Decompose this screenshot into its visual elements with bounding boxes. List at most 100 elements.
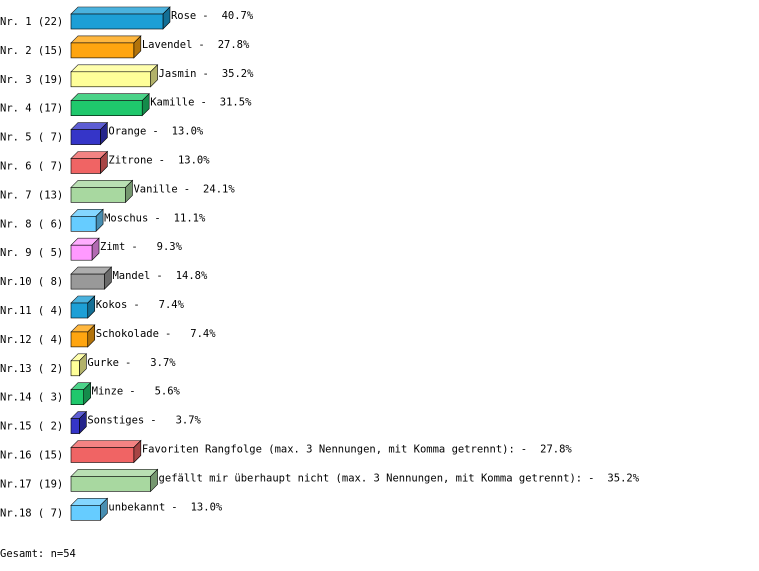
category-label: Zitrone [108, 155, 152, 167]
bar [70, 504, 101, 521]
row-label: Nr.10 ( 8) [0, 276, 63, 288]
value-label: 40.7% [222, 10, 254, 22]
row-label: Nr.15 ( 2) [0, 421, 63, 433]
category-label: gefällt mir überhaupt nicht (max. 3 Nenn… [159, 472, 583, 484]
bar-top-shade [71, 122, 108, 130]
bar-side-shade [79, 353, 87, 376]
row-label: Nr.14 ( 3) [0, 392, 63, 404]
row-label: Nr.18 ( 7) [0, 507, 63, 519]
bar-top-shade [71, 469, 158, 477]
row-label: Nr.16 (15) [0, 450, 63, 462]
bar-label: Moschus - 11.1% [104, 212, 206, 224]
bar-top-shade [71, 93, 150, 101]
category-label: Vanille [133, 183, 177, 195]
bar-side-shade [100, 498, 108, 521]
category-label: Lavendel [142, 39, 193, 51]
bar-side-shade [150, 64, 158, 87]
bar-top-shade [71, 324, 95, 332]
separator: - [200, 97, 206, 109]
separator: - [131, 241, 137, 253]
bar-side-shade [87, 324, 95, 347]
row-label: Nr. 9 ( 5) [0, 247, 63, 259]
bar-label: unbekannt - 13.0% [108, 501, 223, 513]
separator: - [165, 328, 171, 340]
bar-side-shade [96, 209, 104, 232]
bar-label: gefällt mir überhaupt nicht (max. 3 Nenn… [159, 472, 640, 484]
separator: - [202, 10, 208, 22]
value-label: 13.0% [172, 126, 204, 138]
row-label: Nr. 4 (17) [0, 103, 63, 115]
category-label: Favoriten Rangfolge (max. 3 Nennungen, m… [142, 444, 515, 456]
bar [70, 129, 101, 145]
row-label: Nr.13 ( 2) [0, 363, 63, 375]
bar-top-shade [71, 353, 87, 361]
category-label: Moschus [104, 212, 148, 224]
category-label: Gurke [87, 357, 119, 369]
bar [70, 273, 105, 290]
row-label: Nr.12 ( 4) [0, 334, 63, 346]
bar-side-shade [150, 469, 158, 492]
bar-side-shade [104, 267, 112, 290]
category-label: Sonstiges [87, 415, 144, 427]
value-label: 24.1% [203, 183, 235, 195]
bar-label: Kokos - 7.4% [96, 299, 185, 311]
bar-side-shade [142, 93, 150, 116]
bar-side-shade [100, 151, 108, 174]
bar [70, 389, 84, 406]
bar-side-shade [83, 382, 91, 405]
separator: - [156, 270, 162, 282]
separator: - [198, 39, 204, 51]
separator: - [152, 126, 158, 138]
value-label: 5.6% [155, 386, 181, 398]
value-label: 13.0% [178, 155, 210, 167]
separator: - [150, 415, 156, 427]
bar-top-shade [71, 411, 87, 419]
category-label: unbekannt [108, 501, 165, 513]
bar [70, 418, 80, 434]
bar-side-shade [125, 180, 133, 203]
bar [70, 187, 126, 203]
bar-top-shade [71, 209, 104, 217]
bar-top-shade [71, 35, 141, 43]
category-label: Minze [92, 386, 124, 398]
category-label: Zimt [100, 241, 125, 253]
value-label: 35.2% [222, 68, 254, 80]
bar [70, 100, 143, 116]
bar [70, 42, 135, 59]
bar-top-shade [71, 440, 141, 448]
bar-label: Schokolade - 7.4% [96, 328, 217, 340]
row-label: Nr. 3 (19) [0, 74, 63, 86]
category-label: Jasmin [159, 68, 197, 80]
row-label: Nr. 6 ( 7) [0, 161, 63, 173]
value-label: 3.7% [176, 415, 202, 427]
value-label: 35.2% [607, 472, 639, 484]
row-label: Nr.17 (19) [0, 478, 63, 490]
bar-top-shade [71, 238, 100, 246]
value-label: 7.4% [159, 299, 185, 311]
bar-side-shade [100, 122, 108, 145]
bar [70, 302, 89, 319]
row-label: Nr. 5 ( 7) [0, 132, 63, 144]
value-label: 11.1% [174, 212, 206, 224]
category-label: Rose [171, 10, 196, 22]
value-label: 14.8% [176, 270, 208, 282]
separator: - [202, 68, 208, 80]
bar-label: Minze - 5.6% [92, 386, 181, 398]
bar-top-shade [71, 498, 108, 506]
bar-label: Zitrone - 13.0% [108, 155, 210, 167]
bar-label: Orange - 13.0% [108, 126, 204, 138]
row-label: Nr. 2 (15) [0, 45, 63, 57]
bar-label: Gurke - 3.7% [87, 357, 176, 369]
bar [70, 447, 135, 463]
bar-label: Vanille - 24.1% [133, 183, 235, 195]
category-label: Schokolade [96, 328, 159, 340]
bar-top-shade [71, 64, 158, 72]
bar-top-shade [71, 151, 108, 159]
bar [70, 331, 89, 348]
bar-label: Jasmin - 35.2% [159, 68, 255, 80]
row-label: Nr. 8 ( 6) [0, 218, 63, 230]
category-label: Kamille [150, 97, 194, 109]
separator: - [133, 299, 139, 311]
